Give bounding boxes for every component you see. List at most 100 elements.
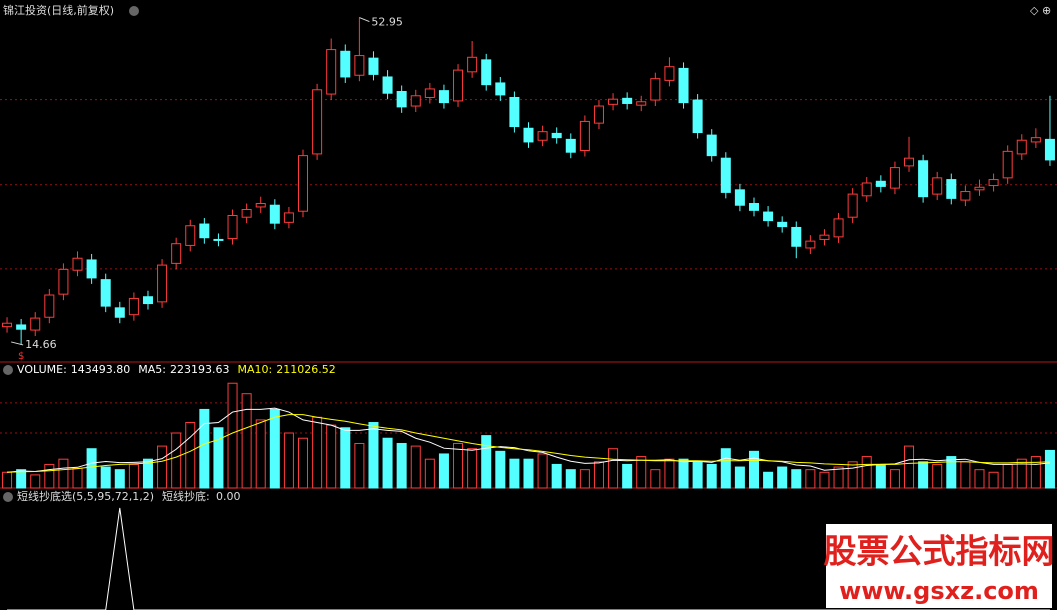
candle-body (608, 98, 619, 105)
volume-bar (537, 453, 548, 489)
volume-bar (904, 445, 915, 489)
volume-bar (551, 463, 562, 489)
candle-body (918, 160, 929, 198)
volume-bar (58, 458, 69, 489)
candle-body (636, 101, 647, 106)
volume-bar (467, 448, 478, 489)
candle-body (946, 179, 957, 199)
chart-title: 锦江投资(日线,前复权) (3, 3, 114, 17)
candle-body (861, 182, 872, 197)
candle-body (467, 56, 478, 73)
candle-body (889, 167, 900, 189)
candle-body (777, 221, 788, 228)
menu-icon[interactable] (129, 6, 139, 16)
volume-bar (523, 458, 534, 489)
volume-bar (241, 393, 252, 489)
volume-bar (114, 469, 125, 489)
candle-body (875, 180, 886, 187)
volume-bar (72, 467, 83, 489)
candle-body (312, 89, 323, 155)
volume-bar (86, 448, 97, 489)
menu-icon[interactable] (3, 365, 13, 375)
candle-body (368, 57, 379, 75)
legend-name: VOLUME: (17, 363, 67, 376)
candle-body (509, 96, 520, 128)
candle-body (171, 243, 182, 264)
watermark-url: www.gsxz.com (839, 577, 1039, 605)
volume-bar (875, 463, 886, 489)
volume-bar (946, 456, 957, 489)
volume-bar (227, 382, 238, 489)
volume-bar (368, 422, 379, 489)
candle-body (396, 90, 407, 108)
volume-bar (255, 419, 266, 489)
candle-body (763, 211, 774, 222)
candle-body (481, 59, 492, 86)
volume-bar (664, 458, 675, 489)
candle-body (185, 225, 196, 246)
candle-body (58, 268, 69, 295)
volume-bar (847, 461, 858, 489)
candle-body (833, 218, 844, 238)
high-label: 52.95 (371, 16, 403, 29)
candle-body (551, 132, 562, 139)
legend-name: MA5: (138, 363, 166, 376)
candle-body (453, 69, 464, 102)
candle-body (692, 99, 703, 134)
legend-value: 143493.80 (71, 363, 131, 376)
indicator-legend-name: 短线抄底: (162, 489, 210, 503)
volume-bar (889, 469, 900, 489)
volume-bar (16, 469, 27, 489)
high-leader (359, 17, 370, 22)
volume-bar (565, 469, 576, 489)
ma-line (7, 414, 1050, 473)
candle-body (650, 78, 661, 101)
volume-bar (44, 463, 55, 489)
candle-body (495, 82, 506, 96)
volume-bar (1030, 456, 1041, 489)
volume-bar (326, 424, 337, 489)
candle-body (114, 307, 125, 318)
candle-body (565, 138, 576, 153)
volume-bar (918, 461, 929, 489)
volume-bar (650, 469, 661, 489)
candle-body (537, 131, 548, 141)
volume-bar (340, 427, 351, 489)
candle-body (593, 105, 604, 124)
candle-body (791, 226, 802, 247)
candle-body (16, 324, 27, 330)
volume-bar (1044, 449, 1055, 489)
candle-body (706, 134, 717, 157)
candle-body (974, 186, 985, 191)
volume-bar (833, 466, 844, 489)
candle-body (72, 257, 83, 271)
candle-body (932, 177, 943, 195)
volume-bar (593, 461, 604, 489)
low-marker: $ (18, 351, 24, 362)
volume-bar (453, 442, 464, 489)
candle-body (988, 179, 999, 187)
volume-bar (283, 432, 294, 489)
volume-bar (763, 471, 774, 489)
volume-bar (692, 461, 703, 489)
menu-icon[interactable] (3, 492, 13, 502)
candle-body (255, 203, 266, 208)
candle-body (523, 127, 534, 143)
candle-body (720, 157, 731, 193)
low-leader (11, 341, 24, 346)
volume-bar (777, 466, 788, 489)
watermark-title: 股票公式指标网 (824, 532, 1055, 571)
candle-body (86, 259, 97, 279)
volume-bar (354, 442, 365, 489)
candle-body (904, 157, 915, 167)
legend-value: 223193.63 (170, 363, 230, 376)
candle-body (199, 223, 210, 239)
volume-bar (481, 435, 492, 489)
icon[interactable]: ◇ ⊕ (1030, 4, 1051, 17)
volume-bar (396, 442, 407, 489)
candle-body (269, 204, 280, 224)
volume-bar (185, 422, 196, 489)
volume-bar (2, 471, 13, 489)
